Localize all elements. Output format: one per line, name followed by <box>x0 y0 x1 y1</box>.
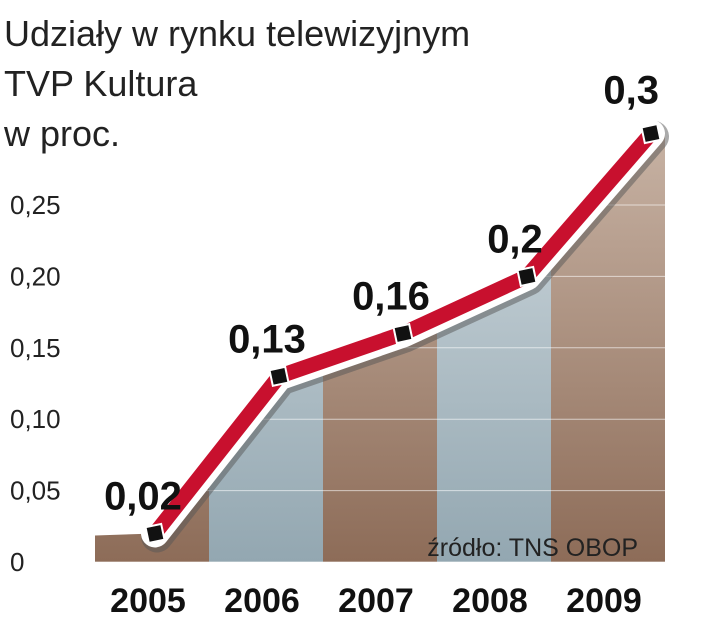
stripe <box>209 133 324 562</box>
source: źródło: TNS OBOP <box>427 534 638 562</box>
x-tick-label: 2006 <box>224 582 300 620</box>
data-label: 0,13 <box>228 317 306 361</box>
data-label: 0,02 <box>104 474 182 518</box>
y-tick-label: 0,20 <box>10 261 61 291</box>
chart-title: TVP Kultura <box>4 63 198 104</box>
x-tick-label: 2008 <box>452 582 528 620</box>
point-marker <box>516 265 538 288</box>
point-marker <box>144 522 166 545</box>
x-tick-label: 2009 <box>566 582 642 620</box>
data-label: 0,16 <box>352 275 430 319</box>
y-axis-label: w proc. <box>3 113 120 154</box>
chart-title: Udziały w rynku telewizyjnym <box>4 13 470 54</box>
x-tick-label: 2007 <box>338 582 414 620</box>
data-label: 0,2 <box>487 217 543 261</box>
y-tick-label: 0,15 <box>10 333 61 363</box>
y-tick-label: 0 <box>10 547 24 577</box>
point-marker <box>268 365 290 388</box>
y-tick-label: 0,05 <box>10 476 61 506</box>
x-tick-label: 2005 <box>110 582 186 620</box>
point-marker <box>640 122 662 145</box>
y-tick-label: 0,10 <box>10 404 61 434</box>
y-tick-label: 0,25 <box>10 190 61 220</box>
data-label: 0,3 <box>603 69 659 113</box>
point-marker <box>392 322 414 345</box>
